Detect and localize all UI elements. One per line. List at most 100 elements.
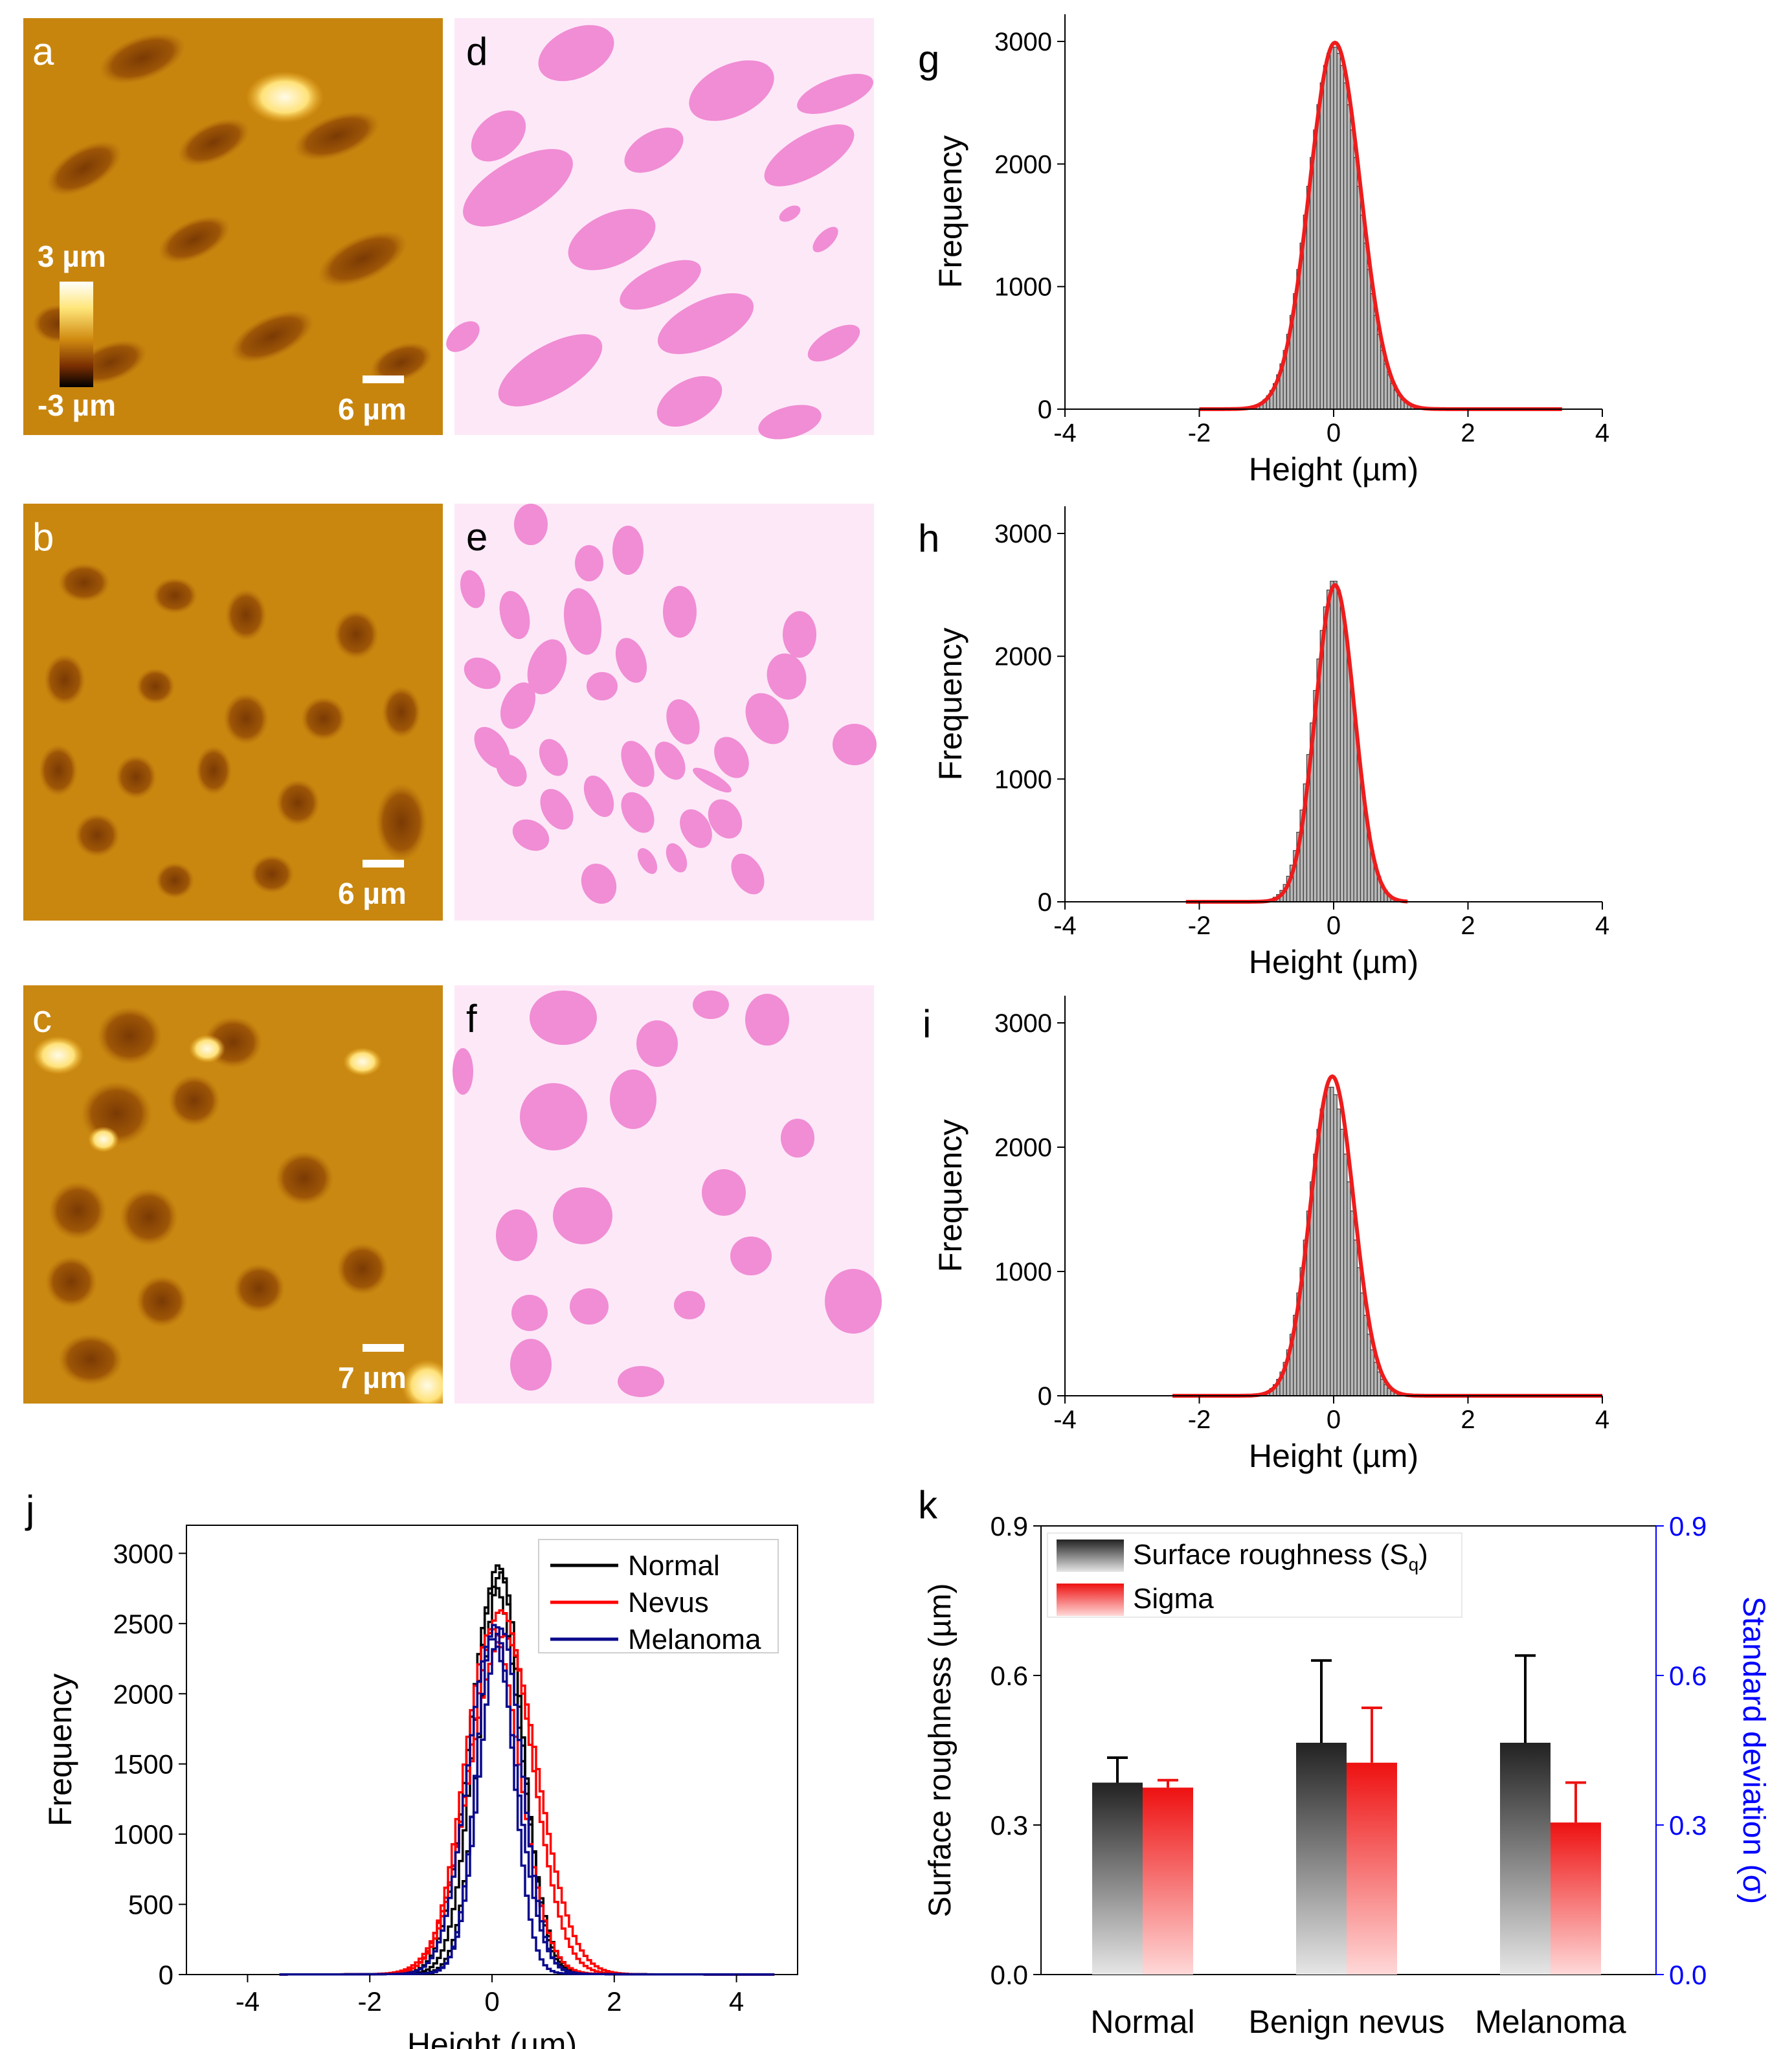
histogram-bar xyxy=(1330,47,1334,410)
histogram-bar xyxy=(1333,47,1338,410)
histogram-bar xyxy=(1360,214,1365,410)
legend-label: Melanoma xyxy=(628,1624,761,1655)
colorbar-max-label: 3 µm xyxy=(38,240,106,273)
bar-sigma xyxy=(1551,1822,1601,1975)
x-category-label: Melanoma xyxy=(1475,2004,1626,2040)
series-line-melanoma xyxy=(279,1624,775,1976)
colorbar xyxy=(60,282,93,387)
legend-label-subscript: q xyxy=(1409,1554,1419,1574)
bar-sigma xyxy=(1347,1762,1397,1975)
histogram-bar xyxy=(1350,689,1354,902)
histogram-bar xyxy=(1363,242,1368,410)
histogram-bar xyxy=(1347,1181,1351,1396)
histogram-bar xyxy=(1367,1334,1371,1396)
x-tick-label: 0 xyxy=(1327,419,1341,447)
legend-label: Nevus xyxy=(628,1587,709,1618)
y-tick-label: 3000 xyxy=(994,520,1052,548)
histogram-bar xyxy=(1319,1108,1325,1396)
x-axis-title: Height (µm) xyxy=(1249,944,1418,980)
histogram-bar xyxy=(1387,374,1391,410)
histogram-bar xyxy=(1313,129,1317,410)
legend-label-sigma: Sigma xyxy=(1133,1583,1214,1615)
histogram-bar xyxy=(1327,589,1331,902)
histogram-bar xyxy=(1310,157,1314,410)
x-tick-label: -2 xyxy=(1188,419,1211,447)
histogram-bar xyxy=(1353,157,1358,410)
legend-label-close: ) xyxy=(1418,1539,1428,1571)
histogram-bar xyxy=(1367,269,1371,410)
x-tick-label: -4 xyxy=(236,1986,260,2017)
x-tick-label: 0 xyxy=(1327,1405,1341,1434)
histogram-bar xyxy=(1376,333,1382,410)
nucleus-mask-d xyxy=(446,18,874,440)
histogram-bar xyxy=(1323,606,1328,902)
y-tick-label: 0 xyxy=(159,1960,174,1990)
legend-label: Normal xyxy=(628,1550,720,1582)
y-axis-title-right: Standard deviation (σ) xyxy=(1736,1596,1771,1904)
histogram-bar xyxy=(1319,82,1325,410)
histogram-bar xyxy=(1350,1210,1354,1396)
y-tick-label: 1500 xyxy=(113,1749,174,1780)
y-tick-label-right: 0.0 xyxy=(1669,1960,1707,1990)
histogram-bar xyxy=(1343,82,1348,410)
panel-letter-a: a xyxy=(32,30,54,73)
bar-sigma xyxy=(1143,1787,1193,1975)
histogram-bar xyxy=(1356,1267,1361,1396)
histogram-bar xyxy=(1327,52,1331,410)
x-tick-label: 2 xyxy=(1461,419,1475,447)
x-tick-label: -4 xyxy=(1053,912,1077,940)
y-tick-label-left: 0.9 xyxy=(991,1511,1028,1541)
scalebar-label-a: 6 µm xyxy=(338,392,407,426)
x-tick-label: 0 xyxy=(1327,912,1341,940)
bar-roughness xyxy=(1296,1742,1347,1975)
scalebar-b xyxy=(363,860,404,868)
histogram-bar xyxy=(1336,1108,1341,1396)
histogram-bar xyxy=(1380,350,1385,410)
panel-letters: a b c d e f g h i j k xyxy=(25,30,939,1531)
panel-letter-b: b xyxy=(32,515,54,559)
x-tick-label: 0 xyxy=(484,1986,499,2017)
y-tick-label: 1000 xyxy=(113,1819,174,1850)
histogram-chart-g: -4 -2 0 2 4 0 1000 2000 3000 Height (µm) Frequency xyxy=(932,14,1609,487)
histogram-bar xyxy=(1339,606,1345,902)
y-tick-label: 1000 xyxy=(994,1258,1052,1286)
panel-letter-d: d xyxy=(466,30,487,73)
x-category-label: Normal xyxy=(1090,2004,1194,2040)
histogram-bar xyxy=(1373,1361,1378,1396)
y-tick-label-right: 0.6 xyxy=(1669,1661,1707,1691)
gaussian-fit-line xyxy=(1172,1074,1602,1398)
histogram-bar xyxy=(1370,1349,1374,1396)
series-line-nevus xyxy=(279,1609,775,1976)
gaussian-fit-line xyxy=(1185,583,1408,904)
x-tick-label: 2 xyxy=(1461,1405,1475,1434)
histogram-bar xyxy=(1347,104,1351,410)
histogram-bar xyxy=(1333,1094,1338,1396)
histogram-bar xyxy=(1336,589,1341,902)
histogram-bar xyxy=(1343,630,1348,902)
y-tick-label-left: 0.3 xyxy=(991,1810,1028,1841)
y-tick-label: 3000 xyxy=(113,1538,174,1569)
x-tick-label: 2 xyxy=(607,1986,622,2017)
histogram-bar xyxy=(1347,658,1351,902)
x-tick-label: 4 xyxy=(1595,912,1609,940)
histogram-bar xyxy=(1330,1086,1334,1396)
legend-label-text: Surface roughness (S xyxy=(1133,1539,1409,1571)
bar-chart-k: 0.0 0.0 0.3 0.3 0.6 0.6 0.9 0.9 Normal Benign nev… xyxy=(923,1511,1771,2040)
y-axis-title: Frequency xyxy=(932,1119,969,1272)
series-line-melanoma xyxy=(279,1638,775,1976)
y-tick-label: 1000 xyxy=(994,765,1052,794)
panel-letter-g: g xyxy=(918,38,939,81)
y-tick-label: 0 xyxy=(1038,1382,1052,1411)
y-tick-label-left: 0.6 xyxy=(991,1661,1028,1691)
series-line-nevus xyxy=(279,1628,775,1976)
y-tick-label: 3000 xyxy=(994,28,1052,56)
y-tick-label: 2000 xyxy=(994,1134,1052,1162)
y-axis-title-left: Surface roughness (µm) xyxy=(923,1584,958,1918)
x-tick-label: -2 xyxy=(358,1986,382,2017)
histogram-bar xyxy=(1316,1128,1321,1396)
x-category-label: Benign nevus xyxy=(1248,2004,1444,2040)
histogram-bar xyxy=(1339,1128,1345,1396)
histogram-bar xyxy=(1336,52,1341,410)
y-tick-label: 2000 xyxy=(994,150,1052,179)
histogram-bar xyxy=(1373,315,1378,410)
